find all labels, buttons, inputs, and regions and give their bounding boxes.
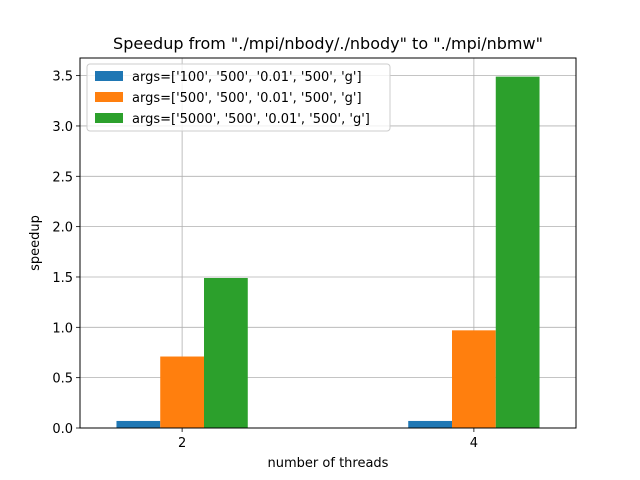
legend-label: args=['500', '500', '0.01', '500', 'g']: [132, 91, 362, 106]
x-tick-label: 2: [178, 436, 186, 451]
bar-series-2-cat-4: [452, 330, 496, 428]
legend-label: args=['5000', '500', '0.01', '500', 'g']: [132, 112, 370, 127]
y-tick-label: 2.0: [52, 221, 73, 236]
bar-series-1-cat-2: [116, 420, 161, 428]
legend-swatch: [95, 113, 123, 123]
y-tick-label: 0.5: [52, 372, 73, 387]
y-tick-label: 1.5: [52, 271, 73, 286]
bars: [116, 76, 540, 428]
x-axis-label: number of threads: [268, 456, 389, 471]
legend-swatch: [95, 92, 123, 102]
plot-frame: [79, 57, 577, 429]
legend: args=['100', '500', '0.01', '500', 'g'] a…: [86, 63, 391, 132]
bar-series-3-cat-2: [204, 277, 248, 428]
y-tick-label: 1.0: [52, 321, 73, 336]
chart-title: Speedup from "./mpi/nbody/./nbody" to ".…: [113, 34, 543, 53]
bar-series-3-cat-4: [495, 76, 540, 428]
legend-label: args=['100', '500', '0.01', '500', 'g']: [132, 70, 362, 85]
legend-swatch: [95, 71, 123, 81]
y-tick-label: 2.5: [52, 170, 73, 185]
legend-frame: [86, 63, 391, 132]
y-tick-label: 3.5: [52, 70, 73, 85]
x-tick-label: 4: [470, 436, 478, 451]
y-tick-label: 0.0: [52, 422, 73, 437]
y-axis-label: speedup: [28, 215, 43, 271]
y-tick-label: 3.0: [52, 120, 73, 135]
bar-series-2-cat-2: [160, 356, 204, 428]
bar-series-1-cat-4: [408, 420, 452, 428]
axis-ticks: 0.0 0.5 1.0 1.5 2.0 2.5 3.0 3.5 2 4: [52, 70, 478, 451]
